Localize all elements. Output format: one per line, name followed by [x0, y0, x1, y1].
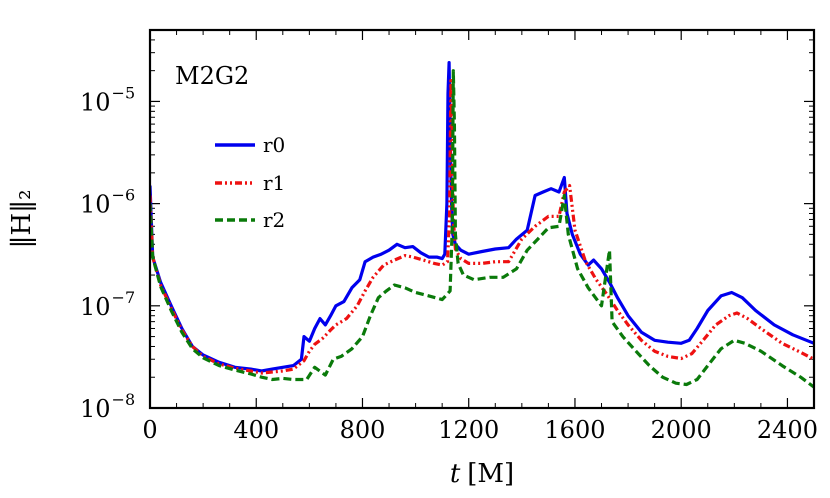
y-tick-label: 10−7: [80, 288, 135, 321]
x-axis-var: t: [450, 459, 461, 489]
y-tick-exponent: −8: [112, 390, 136, 409]
series-group: [150, 61, 814, 389]
x-tick-labels: 0 400 800 1200 1600 2000 2400: [142, 416, 818, 444]
series-line-r1: [150, 79, 814, 375]
y-tick-label: 10−8: [80, 390, 135, 423]
y-tick-exponent: −7: [112, 288, 136, 307]
y-tick-base: 10: [80, 88, 111, 116]
y-tick-exponent: −5: [112, 83, 136, 102]
series-line-r0: [150, 61, 814, 373]
y-axis-title: ‖H‖₂: [7, 189, 37, 248]
legend-label-r0: r0: [263, 133, 285, 157]
x-tick-label: 2000: [651, 416, 712, 444]
plot-frame: [148, 28, 816, 410]
x-tick-label: 1600: [544, 416, 605, 444]
y-tick-label: 10−6: [80, 186, 135, 219]
panel-annotation: M2G2: [175, 62, 249, 90]
x-tick-label: 800: [340, 416, 386, 444]
x-tick-label: 1200: [438, 416, 499, 444]
legend-label-r1: r1: [263, 171, 285, 195]
axis-ticks: [149, 30, 814, 409]
x-axis-title: t [M]: [450, 459, 514, 489]
y-tick-exponent: −6: [112, 186, 136, 205]
y-tick-base: 10: [80, 191, 111, 219]
y-tick-labels: 10−810−710−610−5: [80, 83, 135, 423]
x-tick-label: 0: [142, 416, 157, 444]
x-tick-label: 400: [233, 416, 279, 444]
legend: r0 r1 r2: [215, 133, 285, 232]
y-tick-base: 10: [80, 293, 111, 321]
series-line-r2: [150, 69, 814, 389]
legend-label-r2: r2: [263, 208, 285, 232]
x-tick-label: 2400: [757, 416, 818, 444]
y-tick-base: 10: [80, 395, 111, 423]
y-tick-label: 10−5: [80, 83, 135, 116]
x-axis-unit: [M]: [467, 459, 514, 489]
